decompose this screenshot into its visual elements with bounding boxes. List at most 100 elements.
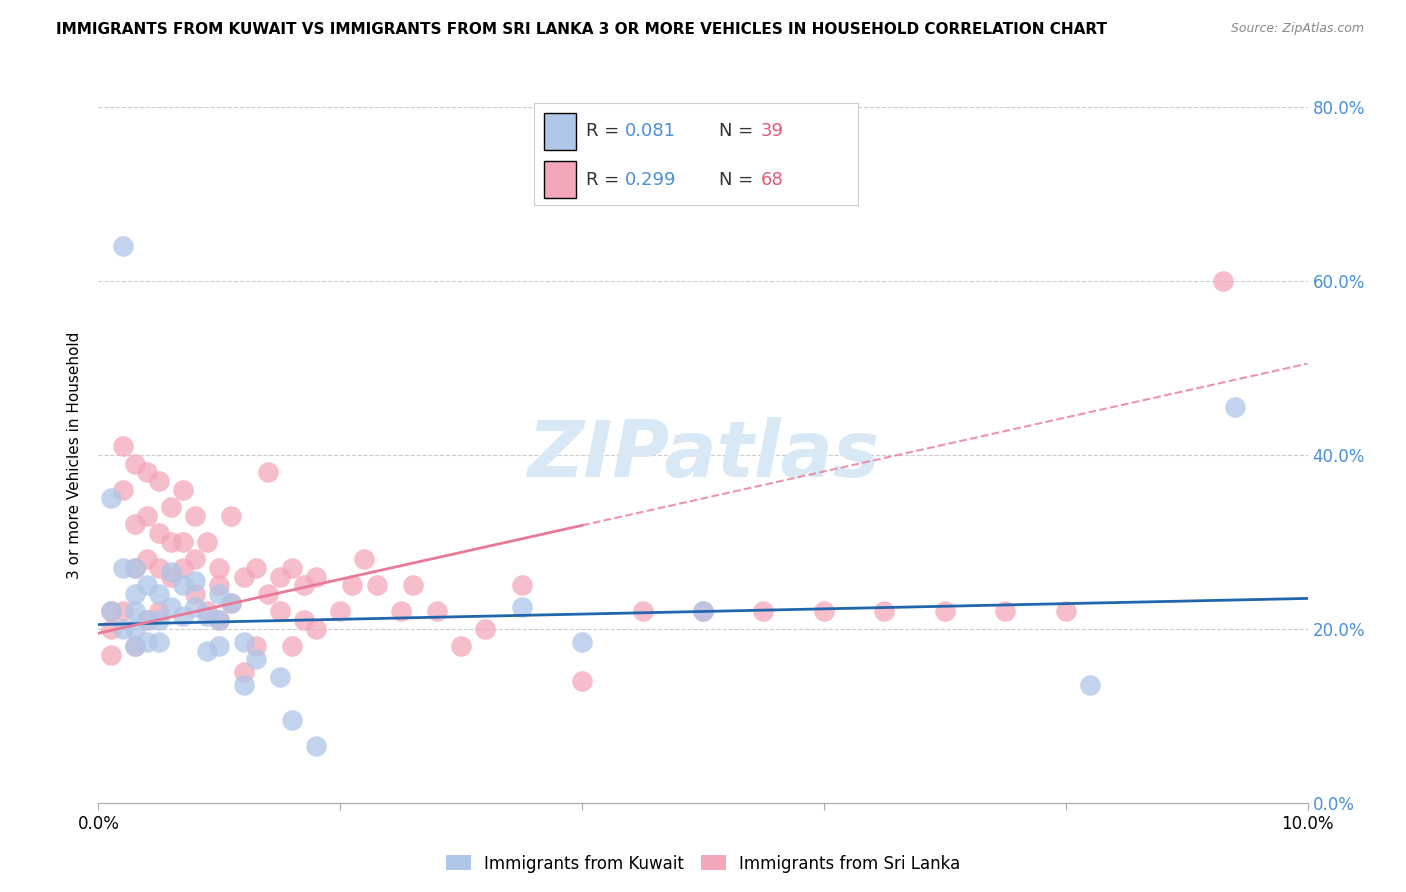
Point — [172, 608, 194, 623]
Point — [389, 605, 412, 619]
Point — [208, 613, 231, 627]
Point — [232, 678, 254, 692]
Point — [208, 639, 231, 653]
Point — [111, 483, 134, 497]
Point — [111, 622, 134, 636]
Point — [100, 648, 122, 662]
Point — [135, 508, 157, 523]
Point — [510, 600, 533, 615]
Point — [111, 561, 134, 575]
Point — [221, 596, 243, 610]
Point — [571, 635, 593, 649]
Point — [256, 466, 278, 480]
Point — [124, 561, 146, 575]
Point — [135, 613, 157, 627]
Point — [1223, 400, 1246, 414]
Point — [269, 570, 291, 584]
Point — [813, 605, 835, 619]
Point — [124, 517, 146, 532]
Point — [245, 652, 267, 666]
FancyBboxPatch shape — [544, 113, 576, 150]
Text: N =: N = — [718, 122, 759, 140]
Point — [124, 561, 146, 575]
Point — [221, 596, 243, 610]
Point — [305, 622, 328, 636]
Text: N =: N = — [718, 170, 759, 188]
Point — [100, 605, 122, 619]
Point — [184, 574, 207, 588]
Text: 0.299: 0.299 — [624, 170, 676, 188]
Point — [208, 578, 231, 592]
Point — [135, 552, 157, 566]
Point — [124, 605, 146, 619]
Point — [1054, 605, 1077, 619]
Point — [100, 622, 122, 636]
Point — [135, 578, 157, 592]
Point — [232, 635, 254, 649]
Point — [148, 613, 170, 627]
Point — [135, 613, 157, 627]
Point — [160, 566, 183, 580]
Point — [692, 605, 714, 619]
Point — [281, 639, 304, 653]
Point — [474, 622, 496, 636]
Point — [195, 534, 218, 549]
Point — [305, 739, 328, 754]
Point — [148, 474, 170, 488]
Point — [1212, 274, 1234, 288]
Point — [510, 578, 533, 592]
Point — [148, 587, 170, 601]
FancyBboxPatch shape — [544, 161, 576, 198]
Point — [426, 605, 449, 619]
Point — [208, 561, 231, 575]
Point — [184, 587, 207, 601]
Point — [329, 605, 352, 619]
Point — [124, 587, 146, 601]
Point — [184, 552, 207, 566]
Point — [994, 605, 1017, 619]
Point — [934, 605, 956, 619]
Text: IMMIGRANTS FROM KUWAIT VS IMMIGRANTS FROM SRI LANKA 3 OR MORE VEHICLES IN HOUSEH: IMMIGRANTS FROM KUWAIT VS IMMIGRANTS FRO… — [56, 22, 1108, 37]
Point — [571, 674, 593, 689]
Point — [245, 561, 267, 575]
Point — [292, 613, 315, 627]
Text: R =: R = — [586, 170, 626, 188]
Point — [281, 713, 304, 727]
Text: R =: R = — [586, 122, 626, 140]
Point — [172, 534, 194, 549]
Point — [256, 587, 278, 601]
Point — [148, 635, 170, 649]
Point — [281, 561, 304, 575]
Legend: Immigrants from Kuwait, Immigrants from Sri Lanka: Immigrants from Kuwait, Immigrants from … — [439, 848, 967, 880]
Point — [135, 466, 157, 480]
Y-axis label: 3 or more Vehicles in Household: 3 or more Vehicles in Household — [67, 331, 83, 579]
Point — [232, 570, 254, 584]
Point — [100, 605, 122, 619]
Point — [245, 639, 267, 653]
Point — [160, 570, 183, 584]
Point — [366, 578, 388, 592]
Point — [124, 622, 146, 636]
Point — [111, 605, 134, 619]
Point — [148, 605, 170, 619]
Point — [124, 639, 146, 653]
Point — [692, 605, 714, 619]
Point — [221, 508, 243, 523]
Point — [1078, 678, 1101, 692]
Point — [269, 605, 291, 619]
Point — [353, 552, 375, 566]
Point — [873, 605, 896, 619]
Point — [100, 491, 122, 506]
Text: Source: ZipAtlas.com: Source: ZipAtlas.com — [1230, 22, 1364, 36]
Text: ZIPatlas: ZIPatlas — [527, 417, 879, 493]
Point — [208, 613, 231, 627]
Point — [305, 570, 328, 584]
Point — [172, 483, 194, 497]
Point — [148, 526, 170, 541]
Point — [111, 439, 134, 453]
Point — [172, 578, 194, 592]
Point — [232, 665, 254, 680]
Point — [184, 600, 207, 615]
Point — [160, 500, 183, 514]
Point — [195, 643, 218, 657]
